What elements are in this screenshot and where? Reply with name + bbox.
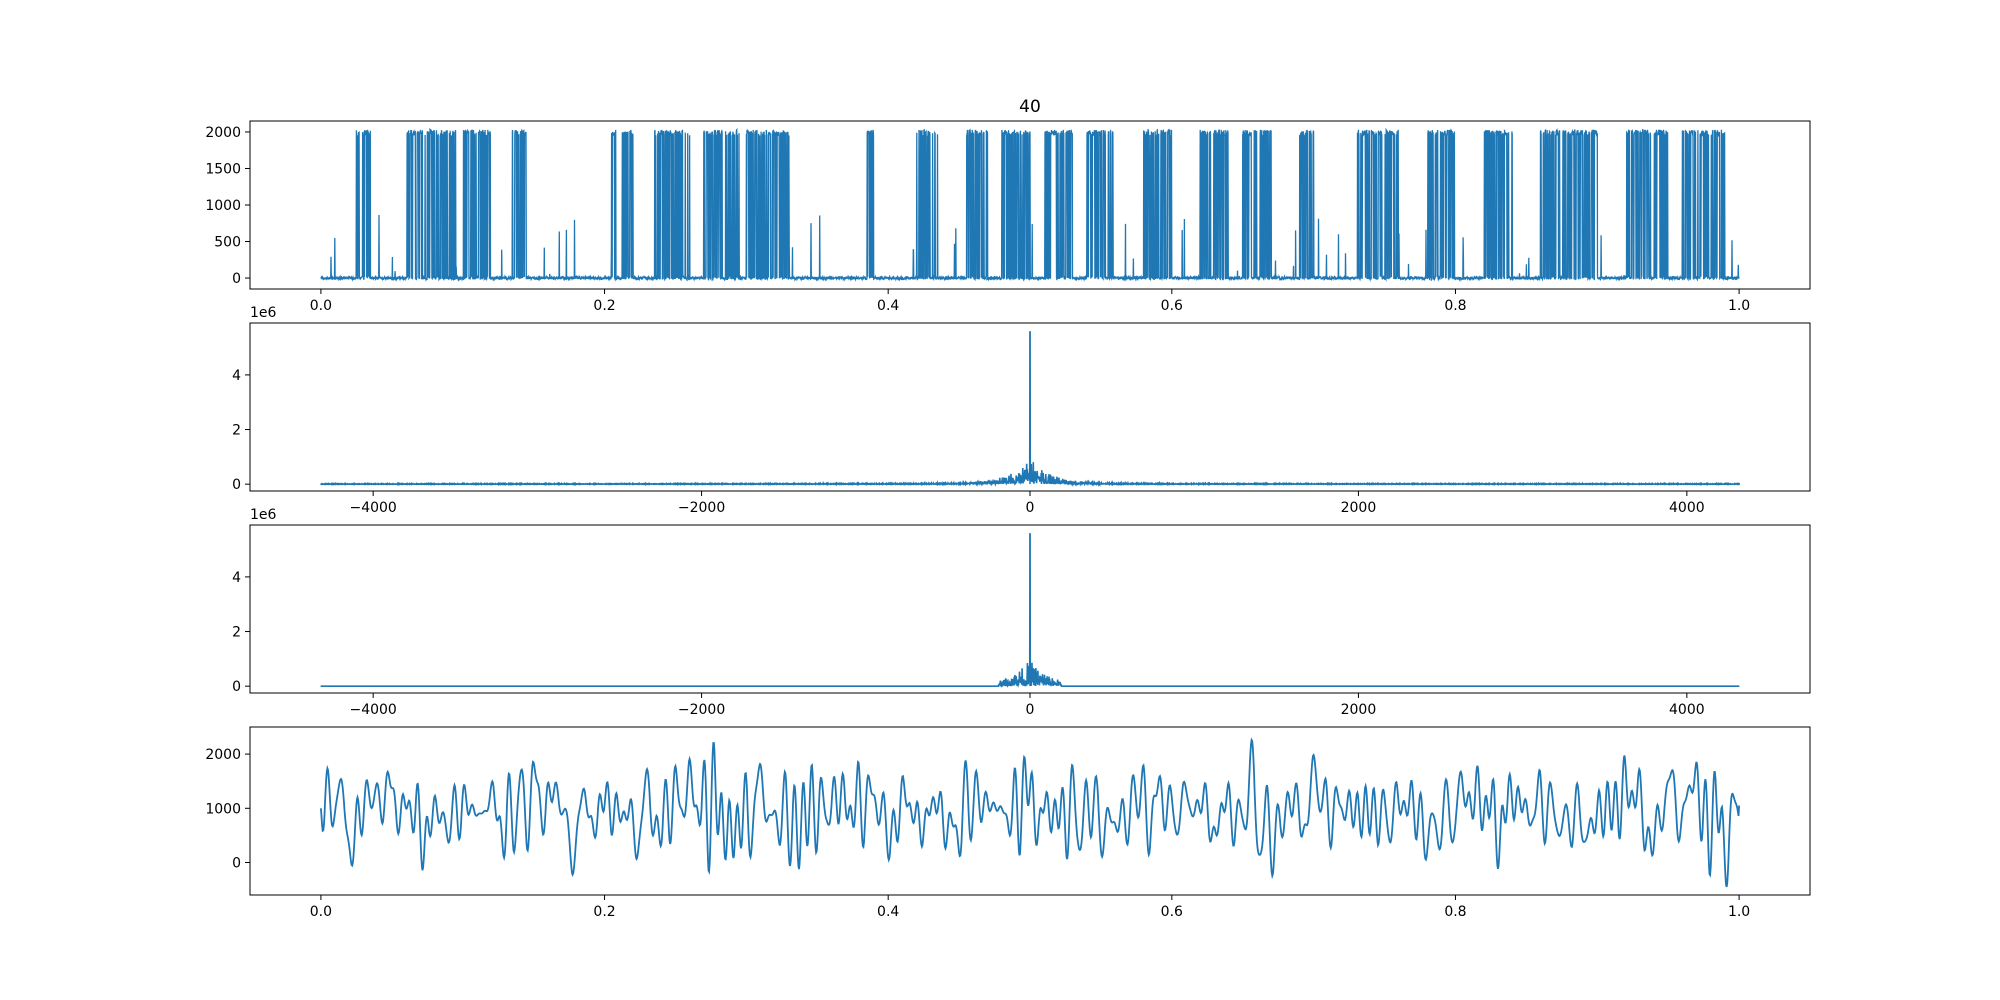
y-tick-label: 2000 xyxy=(205,747,241,763)
series-line xyxy=(320,127,1740,282)
x-tick-label: −4000 xyxy=(349,500,396,516)
x-tick-label: 0.8 xyxy=(1444,298,1466,314)
x-tick-label: 1.0 xyxy=(1728,298,1750,314)
y-tick-label: 0 xyxy=(232,271,241,287)
y-tick-label: 2000 xyxy=(205,125,241,141)
y-tick-label: 2 xyxy=(232,625,241,641)
x-tick-label: −2000 xyxy=(678,702,725,718)
y-tick-label: 1000 xyxy=(205,801,241,817)
axes-frame xyxy=(249,726,1811,896)
x-tick-label: 0.6 xyxy=(1161,904,1183,920)
subplot-3-filtered-spectrum: −4000 −2000 0 2000 4000 0 2 4 1e6 xyxy=(232,507,1811,718)
y-tick-label: 2 xyxy=(232,423,241,439)
series-line xyxy=(320,737,1740,888)
subplot-1-signal: 0.0 0.2 0.4 0.6 0.8 1.0 0 500 1000 1500 2000 xyxy=(205,120,1811,314)
y-tick-label: 0 xyxy=(232,855,241,871)
x-tick-label: 2000 xyxy=(1341,500,1377,516)
subplot-4-reconstructed-signal: 0.0 0.2 0.4 0.6 0.8 1.0 0 1000 2000 xyxy=(205,726,1811,920)
x-tick-label: 0 xyxy=(1026,500,1035,516)
x-tick-label: −2000 xyxy=(678,500,725,516)
y-tick-label: 4 xyxy=(232,570,241,586)
y-tick-label: 500 xyxy=(214,235,241,251)
y-offset-label: 1e6 xyxy=(250,305,277,321)
x-tick-label: 4000 xyxy=(1669,702,1705,718)
chart-title: 40 xyxy=(1019,97,1041,117)
x-tick-label: 0.0 xyxy=(310,904,332,920)
x-tick-label: 1.0 xyxy=(1728,904,1750,920)
y-tick-label: 1500 xyxy=(205,161,241,177)
x-tick-label: 0.4 xyxy=(877,904,899,920)
x-tick-label: 4000 xyxy=(1669,500,1705,516)
y-tick-label: 0 xyxy=(232,477,241,493)
x-tick-label: 0.4 xyxy=(877,298,899,314)
x-tick-label: 2000 xyxy=(1341,702,1377,718)
x-tick-label: 0.8 xyxy=(1444,904,1466,920)
x-tick-label: 0.6 xyxy=(1161,298,1183,314)
y-tick-label: 4 xyxy=(232,368,241,384)
subplot-2-spectrum: −4000 −2000 0 2000 4000 0 2 4 1e6 xyxy=(232,305,1811,516)
x-tick-label: 0 xyxy=(1026,702,1035,718)
x-tick-label: −4000 xyxy=(349,702,396,718)
x-tick-label: 0.0 xyxy=(310,298,332,314)
x-tick-label: 0.2 xyxy=(593,904,615,920)
y-offset-label: 1e6 xyxy=(250,507,277,523)
x-tick-label: 0.2 xyxy=(593,298,615,314)
y-tick-label: 0 xyxy=(232,679,241,695)
y-tick-label: 1000 xyxy=(205,198,241,214)
